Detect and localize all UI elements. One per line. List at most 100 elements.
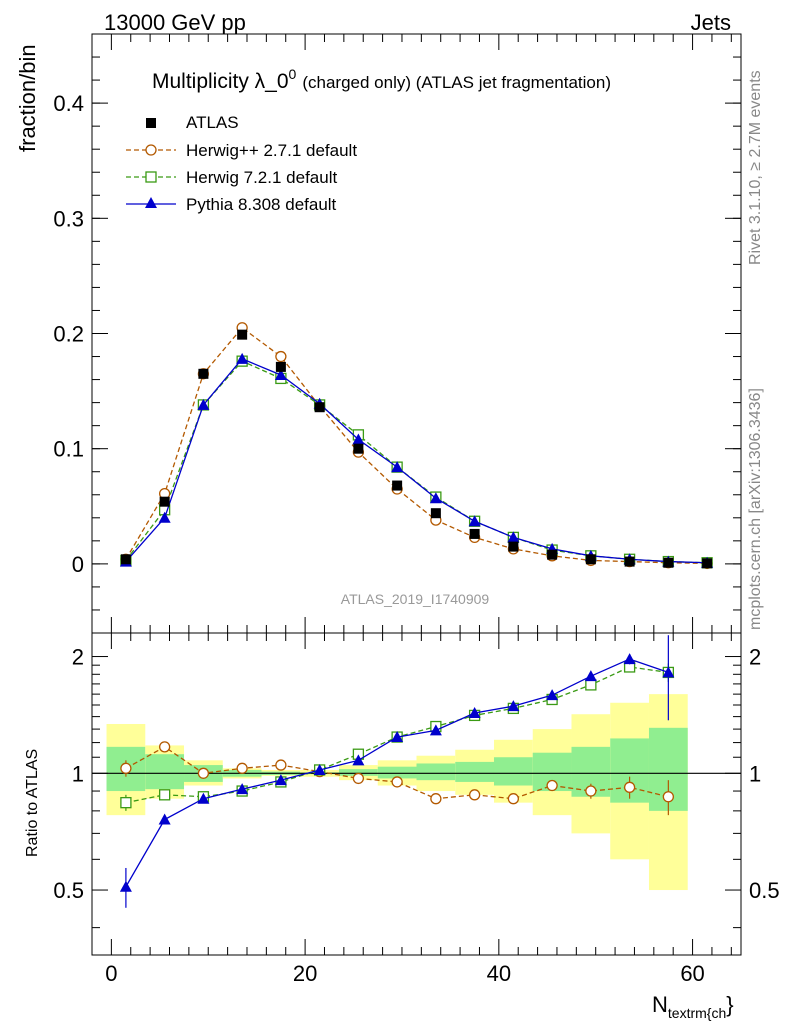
series-herwig-7-2-1-default (120, 355, 713, 569)
analysis-watermark: ATLAS_2019_I1740909 (341, 591, 490, 607)
point-atlas (508, 541, 519, 552)
legend-marker-atlas (146, 118, 156, 128)
series-line-herwig-7-2-1-default (125, 360, 708, 564)
mcplots-label: mcplots.cern.ch [arXiv:1306.3436] (747, 388, 764, 630)
point-pythia-8-308-default (391, 461, 404, 473)
main-plot: 0 0.1 0.2 0.3 0.4 (53, 33, 742, 634)
stat-uncertainty-band (377, 766, 417, 779)
point-atlas (198, 368, 209, 379)
point-pythia-8-308-default (429, 492, 442, 504)
ratio-point-pythia-8-308-default (197, 792, 210, 804)
main-title-text: Multiplicity λ_0 (152, 70, 289, 93)
y-tick-label: 0.2 (53, 322, 84, 347)
ratio-point-herwig-2-7-1-default (662, 791, 675, 803)
ratio-point-herwig-7-2-1-default (585, 679, 597, 691)
series-line-pythia-8-308-default (125, 358, 708, 564)
y-tick-label: 0.3 (53, 206, 84, 231)
legend-label-herwig7: Herwig 7.2.1 default (186, 168, 337, 187)
series-herwig-2-7-1-default (120, 322, 713, 570)
stat-uncertainty-band (416, 763, 456, 781)
ratio-point-pythia-8-308-default (429, 724, 442, 736)
ratio-point-herwig-2-7-1-default (430, 793, 442, 805)
ratio-y-tick-label: 0.5 (53, 878, 84, 903)
ratio-point-pythia-8-308-default (236, 783, 249, 795)
point-pythia-8-308-default (274, 368, 287, 380)
ratio-point-pythia-8-308-default (391, 731, 404, 743)
point-atlas (159, 496, 170, 507)
legend-marker-herwig7 (145, 171, 157, 183)
ratio-y-tick-label: 1 (72, 761, 84, 786)
ratio-point-pythia-8-308-default (546, 689, 559, 701)
main-title-extra: (charged only) (ATLAS jet fragmentation) (302, 73, 611, 92)
ratio-point-pythia-8-308-default (352, 754, 365, 766)
x-axis-label-sub: textrm{ch (668, 1005, 726, 1021)
main-title: Multiplicity λ_00 (charged only) (ATLAS j… (152, 66, 611, 93)
ratio-line-herwig-2-7-1-default (125, 746, 669, 800)
category-label: Jets (691, 10, 731, 35)
x-axis-label-main: N (652, 992, 668, 1017)
ratio-point-pythia-8-308-default (119, 880, 132, 892)
legend-marker-pythia (145, 197, 157, 208)
ratio-point-pythia-8-308-default (662, 666, 675, 678)
x-tick-label: 0 (105, 961, 117, 986)
point-atlas (585, 554, 596, 565)
ratio-point-herwig-2-7-1-default (468, 789, 481, 801)
legend-entry-atlas: ATLAS (146, 113, 239, 132)
ratio-point-pythia-8-308-default (274, 774, 287, 786)
ratio-point-herwig-2-7-1-default (120, 762, 132, 774)
ratio-point-herwig-2-7-1-default (236, 762, 248, 774)
legend-label-herwigpp: Herwig++ 2.7.1 default (186, 141, 357, 160)
ratio-point-herwig-2-7-1-default (391, 776, 403, 788)
ratio-series-pythia-8-308-default (119, 635, 675, 908)
ratio-point-herwig-2-7-1-default (352, 772, 365, 785)
point-atlas (237, 329, 248, 340)
point-atlas (353, 443, 364, 454)
point-atlas (275, 361, 286, 372)
legend-label-atlas: ATLAS (186, 113, 239, 132)
ratio-point-pythia-8-308-default (623, 653, 636, 665)
legend-entry-herwig7: Herwig 7.2.1 default (126, 168, 337, 187)
point-pythia-8-308-default (507, 531, 520, 543)
point-atlas (314, 402, 325, 413)
y-tick-label: 0.1 (53, 437, 84, 462)
point-atlas (430, 508, 441, 519)
ratio-y-tick-label-right: 0.5 (749, 878, 780, 903)
main-ylabel: fraction/bin (15, 44, 40, 152)
stat-uncertainty-band (339, 769, 378, 776)
point-atlas (469, 528, 480, 539)
ratio-point-herwig-2-7-1-default (507, 793, 520, 805)
ratio-point-herwig-7-2-1-default (120, 797, 132, 809)
legend-marker-herwigpp (145, 144, 157, 156)
point-pythia-8-308-default (197, 398, 210, 410)
ratio-point-herwig-7-2-1-default (158, 789, 171, 801)
ratio-point-pythia-8-308-default (158, 813, 171, 825)
x-tick-label: 40 (487, 961, 511, 986)
ratio-point-herwig-2-7-1-default (158, 741, 171, 753)
point-pythia-8-308-default (236, 352, 249, 364)
point-pythia-8-308-default (468, 515, 481, 527)
stat-uncertainty-band (493, 757, 533, 786)
energy-label: 13000 GeV pp (104, 10, 246, 35)
y-tick-label: 0.4 (53, 91, 84, 116)
main-title-sup: 0 (289, 66, 297, 82)
x-tick-label: 60 (680, 961, 704, 986)
legend-entry-herwigpp: Herwig++ 2.7.1 default (126, 141, 357, 160)
ratio-y-tick-label: 2 (72, 645, 84, 670)
legend: ATLAS Herwig++ 2.7.1 default Herwig 7.2.… (126, 113, 357, 214)
stat-uncertainty-band (455, 761, 494, 782)
ratio-point-pythia-8-308-default (584, 670, 597, 682)
series-pythia-8-308-default (119, 352, 714, 568)
ratio-y-tick-label-right: 1 (749, 761, 761, 786)
point-atlas (624, 556, 635, 567)
stat-uncertainty-band (145, 754, 185, 790)
ratio-point-pythia-8-308-default (313, 763, 326, 775)
ratio-y-tick-label-right: 2 (749, 645, 761, 670)
point-herwig-2-7-1-default (275, 350, 287, 363)
point-atlas (120, 554, 131, 565)
x-tick-label: 20 (293, 961, 317, 986)
ratio-frame (91, 632, 742, 956)
ratio-ylabel: Ratio to ATLAS (24, 749, 41, 857)
ratio-point-herwig-2-7-1-default (623, 781, 636, 793)
ratio-point-herwig-2-7-1-default (197, 767, 210, 779)
ratio-point-pythia-8-308-default (507, 700, 520, 712)
